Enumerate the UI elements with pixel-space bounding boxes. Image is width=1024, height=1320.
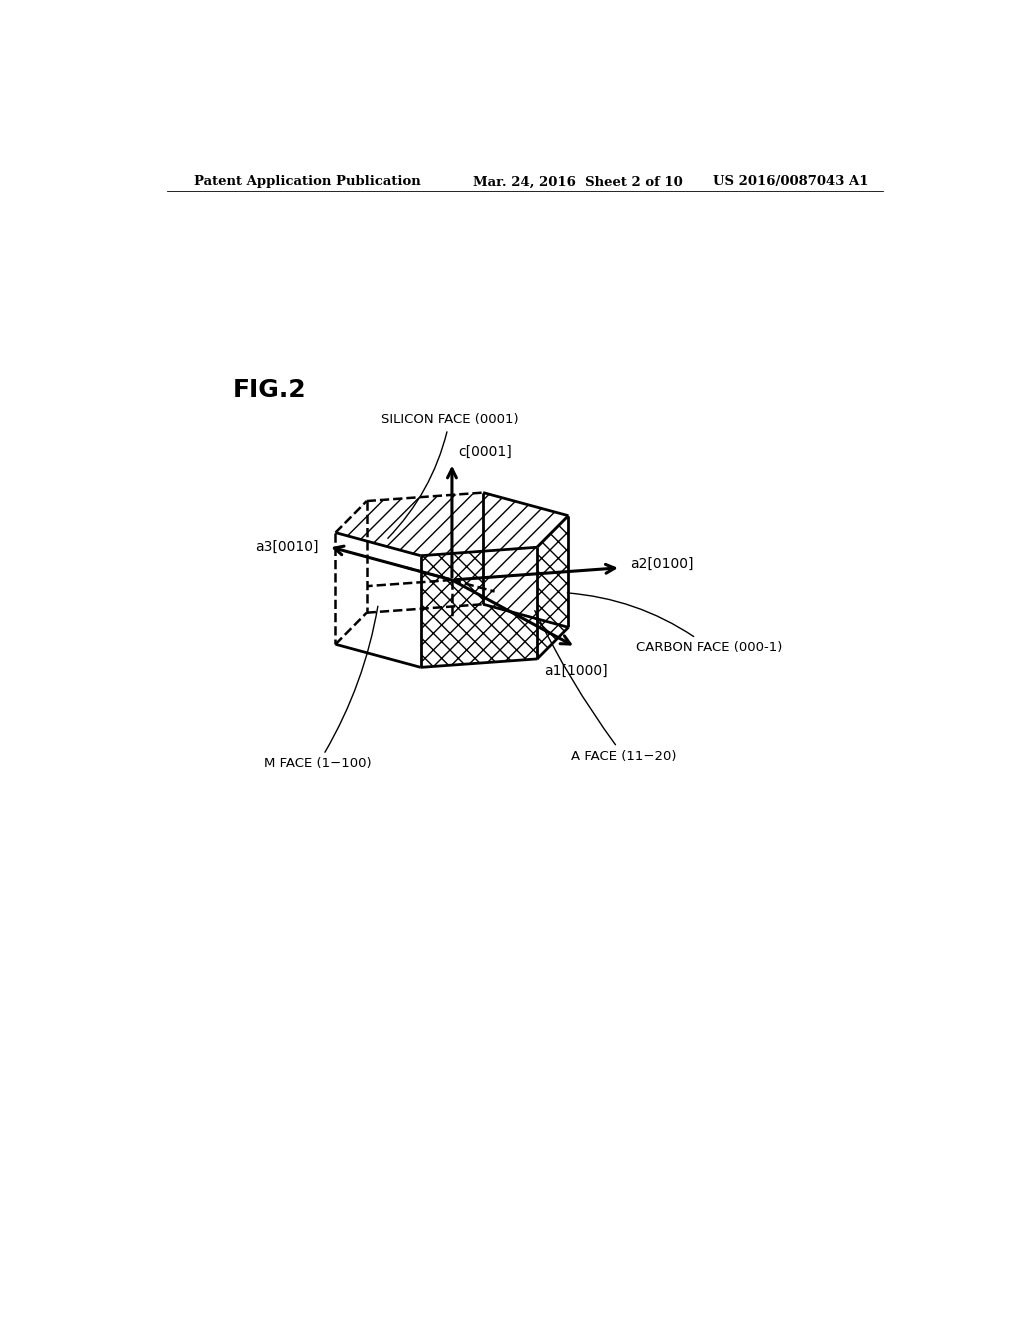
Text: Patent Application Publication: Patent Application Publication	[194, 176, 421, 189]
Text: a3[0010]: a3[0010]	[256, 540, 319, 553]
Polygon shape	[421, 548, 538, 668]
Text: a1[1000]: a1[1000]	[544, 664, 607, 678]
Text: US 2016/0087043 A1: US 2016/0087043 A1	[713, 176, 868, 189]
Text: SILICON FACE (0001): SILICON FACE (0001)	[381, 413, 518, 539]
Polygon shape	[483, 492, 568, 627]
Polygon shape	[538, 516, 568, 659]
Text: M FACE (1−100): M FACE (1−100)	[264, 606, 378, 771]
Text: Mar. 24, 2016  Sheet 2 of 10: Mar. 24, 2016 Sheet 2 of 10	[473, 176, 683, 189]
Text: c[0001]: c[0001]	[458, 445, 512, 459]
Text: a2[0100]: a2[0100]	[630, 557, 693, 570]
Text: CARBON FACE (000-1): CARBON FACE (000-1)	[567, 593, 782, 653]
Polygon shape	[336, 492, 568, 556]
Text: FIG.2: FIG.2	[232, 378, 306, 401]
Text: A FACE (11−20): A FACE (11−20)	[535, 611, 677, 763]
